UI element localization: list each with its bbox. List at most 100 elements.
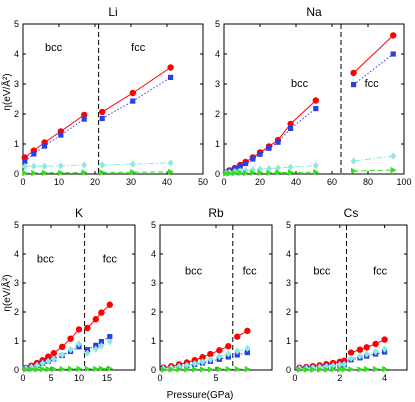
x-tick-label: 0 [292,373,297,383]
y-tick-label: 1 [286,336,291,346]
x-tick-label: 20 [255,177,265,187]
data-point-diamond [323,362,330,371]
data-point-square [130,98,136,104]
phase-label-bcc: bcc [313,265,331,277]
data-point-diamond [41,162,48,170]
y-tick-label: 4 [286,249,291,259]
data-point-circle [75,326,83,333]
data-point-diamond [191,360,198,368]
data-point-triangle-right [357,366,364,373]
x-tick-label: 10 [54,177,64,187]
data-point-triangle-right [364,365,371,373]
data-point-diamond [225,350,232,358]
data-point-diamond [81,161,88,169]
data-point-diamond [176,362,183,371]
data-point-diamond [59,351,66,359]
data-point-triangle-right [68,365,74,373]
data-point-diamond [390,152,397,160]
panel-li: Li 0 10 20 30 40 50 0 1 2 3 4 5 bcc fcc [14,5,208,187]
y-tick-label: 4 [14,49,19,59]
y-tick-label: 2 [151,307,156,317]
series-line-triangle-right [25,368,79,370]
x-tick-label: 0 [20,373,25,383]
data-point-triangle-right [31,169,38,177]
y-tick-label: 3 [14,278,19,288]
data-point-triangle-right [266,169,273,176]
data-point-diamond [76,340,82,348]
data-point-diamond [341,360,348,368]
data-point-diamond [106,338,113,346]
x-tick-label: 0 [221,177,226,187]
data-point-square [81,116,87,122]
data-point-circle [106,301,114,308]
data-point-circle [67,335,74,342]
x-tick-label: 5 [48,373,53,383]
data-point-circle [244,327,251,335]
data-point-triangle-right [45,365,52,373]
plot-frame [22,23,204,175]
data-point-triangle-right [51,365,58,373]
data-point-circle [207,350,214,358]
y-tick-label: 5 [14,220,19,230]
data-point-diamond [330,362,337,370]
panel-title: Li [108,5,117,19]
data-point-diamond [28,363,35,371]
data-point-square [93,342,99,348]
x-axis-label: Pressure(GPa) [167,390,234,401]
y-tick-label: 3 [14,79,19,89]
y-tick-label: 2 [14,307,19,317]
data-point-triangle-right [76,365,83,373]
data-point-circle [225,343,232,350]
data-point-square [266,145,272,151]
data-point-diamond [199,358,206,366]
data-point-diamond [84,349,91,357]
plot-frame [159,224,273,371]
y-tick-label: 5 [151,220,156,230]
data-point-triangle-right [98,365,105,372]
data-point-diamond [207,355,214,364]
x-tick-label: 5 [213,373,218,383]
data-point-square [98,338,104,345]
data-point-triangle-right [382,365,388,373]
series-line-diamond [87,341,111,354]
data-point-triangle-right [330,366,337,373]
y-tick-label: 0 [151,365,156,375]
data-point-triangle-right [317,366,324,373]
x-tick-label: 4 [382,373,387,383]
data-point-triangle-right [168,168,174,176]
data-point-triangle-right [303,366,310,373]
data-point-circle [129,89,136,97]
x-tick-label: 40 [291,177,301,187]
data-point-circle [350,69,357,77]
data-point-circle [45,353,52,360]
data-point-triangle-right [40,365,46,373]
data-point-diamond [356,352,363,360]
data-point-diamond [50,355,57,363]
data-point-triangle-right [160,366,167,373]
data-point-diamond [30,162,37,170]
y-tick-label: 5 [14,19,19,29]
y-tick-label: 2 [286,307,291,317]
data-point-triangle-right [373,365,380,373]
y-tick-label: 4 [151,249,156,259]
data-point-circle [356,346,364,353]
data-point-square [313,106,319,112]
series-line-square [101,76,171,119]
data-point-triangle-right [310,366,317,373]
data-point-triangle-right [234,365,241,373]
y-axis-label-top: η(eV/Å²) [0,73,13,110]
data-point-triangle-right [390,166,397,174]
data-point-triangle-right [168,366,175,373]
data-point-triangle-right [81,169,88,176]
data-point-circle [216,347,223,354]
data-point-diamond [92,345,99,353]
data-point-diamond [57,162,64,170]
data-point-triangle-right [99,169,106,176]
data-point-diamond [244,344,251,352]
data-point-diamond [45,357,52,365]
data-point-square [275,139,281,145]
series-line-circle [101,67,171,113]
series-line-square [87,336,111,351]
series-line-triangle-right [353,169,394,172]
data-point-square [288,125,294,131]
